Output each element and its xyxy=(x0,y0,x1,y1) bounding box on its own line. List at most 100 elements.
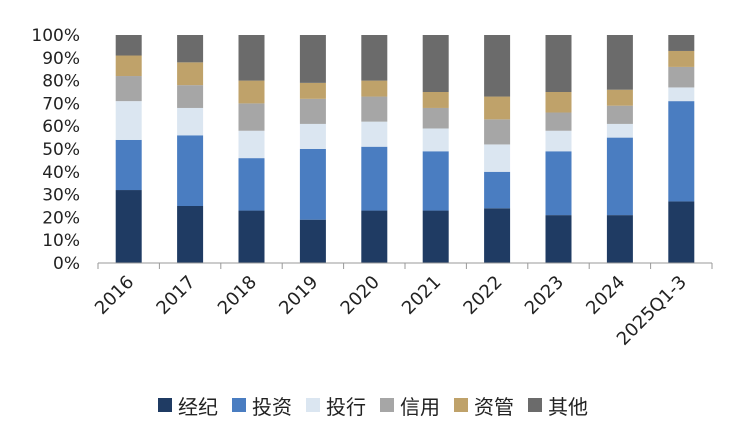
y-tick-label: 40% xyxy=(42,163,80,183)
bar-segment xyxy=(606,137,633,216)
bar-segment xyxy=(545,92,572,113)
bar-segment xyxy=(606,123,633,138)
bar-segment xyxy=(361,146,388,211)
y-tick-label: 0% xyxy=(53,254,80,274)
x-category-label: 2017 xyxy=(152,272,199,319)
legend-swatch-asset-management xyxy=(454,398,468,412)
bar-segment xyxy=(115,190,142,263)
bar-segment xyxy=(422,151,449,211)
bar-segment xyxy=(668,87,695,102)
bar-segment xyxy=(484,119,511,145)
y-tick-label: 30% xyxy=(42,186,80,206)
legend-label-investment-banking: 投行 xyxy=(326,394,366,419)
bar-segment xyxy=(361,35,388,81)
legend-label-credit: 信用 xyxy=(400,394,440,419)
bar-segment xyxy=(177,35,204,63)
bar-segment xyxy=(238,130,265,159)
bar-segment xyxy=(668,201,695,263)
legend-label-other: 其他 xyxy=(548,394,588,419)
legend-swatch-investment-banking xyxy=(306,398,320,412)
legend-item-asset-management: 资管 xyxy=(454,391,514,420)
bar-segment xyxy=(545,151,572,216)
bar-segment xyxy=(484,144,511,172)
bar-segment xyxy=(299,149,326,220)
bar-segment xyxy=(606,35,633,90)
x-category-label: 2019 xyxy=(275,272,322,319)
chart-legend: 经纪 投资 投行 信用 资管 其他 xyxy=(0,388,746,422)
y-tick-label: 100% xyxy=(31,26,80,46)
bar-segment xyxy=(545,130,572,152)
bar-segment xyxy=(299,219,326,263)
y-tick-label: 80% xyxy=(42,72,80,92)
legend-label-brokerage: 经纪 xyxy=(178,394,218,419)
legend-item-investment: 投资 xyxy=(232,391,292,420)
bar-segment xyxy=(115,139,142,191)
bar-segment xyxy=(115,55,142,77)
legend-swatch-investment xyxy=(232,398,246,412)
bar-segment xyxy=(238,158,265,211)
legend-swatch-brokerage xyxy=(158,398,172,412)
bar-segment xyxy=(238,210,265,263)
bar-segment xyxy=(361,96,388,122)
legend-swatch-other xyxy=(528,398,542,412)
bar-segment xyxy=(361,80,388,97)
bar-segment xyxy=(606,215,633,263)
bar-segment xyxy=(484,171,511,209)
bar-segment xyxy=(668,66,695,88)
x-category-label: 2022 xyxy=(459,272,506,319)
bar-segment xyxy=(422,107,449,129)
bar-segment xyxy=(484,208,511,263)
bar-segment xyxy=(238,80,265,104)
bar-segment xyxy=(422,35,449,92)
bar-segment xyxy=(299,35,326,83)
legend-label-asset-management: 资管 xyxy=(474,394,514,419)
bar-segment xyxy=(668,101,695,202)
bar-segment xyxy=(484,35,511,97)
x-category-label: 2024 xyxy=(582,272,629,319)
x-category-label: 2018 xyxy=(214,272,261,319)
y-tick-label: 20% xyxy=(42,208,80,228)
bar-segment xyxy=(668,50,695,67)
y-tick-label: 50% xyxy=(42,140,80,160)
bar-segment xyxy=(545,35,572,92)
bar-segment xyxy=(299,82,326,99)
bar-segment xyxy=(606,105,633,124)
bar-segment xyxy=(422,128,449,152)
x-category-label: 2023 xyxy=(521,272,568,319)
legend-label-investment: 投资 xyxy=(252,394,292,419)
legend-item-investment-banking: 投行 xyxy=(306,391,366,420)
bar-segment xyxy=(238,35,265,81)
bar-segment xyxy=(361,121,388,147)
x-category-label: 2016 xyxy=(91,272,138,319)
bar-segment xyxy=(115,35,142,56)
y-tick-label: 90% xyxy=(42,49,80,69)
bar-segment xyxy=(177,135,204,206)
x-category-label: 2020 xyxy=(337,272,384,319)
legend-item-other: 其他 xyxy=(528,391,588,420)
bar-segment xyxy=(422,92,449,108)
bar-segment xyxy=(115,101,142,140)
y-tick-label: 70% xyxy=(42,94,80,114)
bar-segment xyxy=(115,76,142,102)
y-tick-label: 60% xyxy=(42,117,80,137)
bar-segment xyxy=(668,35,695,51)
legend-item-credit: 信用 xyxy=(380,391,440,420)
bar-segment xyxy=(177,62,204,86)
legend-item-brokerage: 经纪 xyxy=(158,391,218,420)
bar-segment xyxy=(299,123,326,149)
y-tick-label: 10% xyxy=(42,231,80,251)
bar-segment xyxy=(545,112,572,131)
bar-segment xyxy=(361,210,388,263)
bar-segment xyxy=(422,210,449,263)
bar-segment xyxy=(238,103,265,131)
legend-swatch-credit xyxy=(380,398,394,412)
bar-segment xyxy=(545,215,572,263)
x-category-label: 2021 xyxy=(398,272,445,319)
bar-segment xyxy=(177,206,204,263)
bar-segment xyxy=(299,98,326,124)
bar-segment xyxy=(484,96,511,120)
bar-segment xyxy=(177,85,204,108)
bar-segment xyxy=(177,107,204,136)
